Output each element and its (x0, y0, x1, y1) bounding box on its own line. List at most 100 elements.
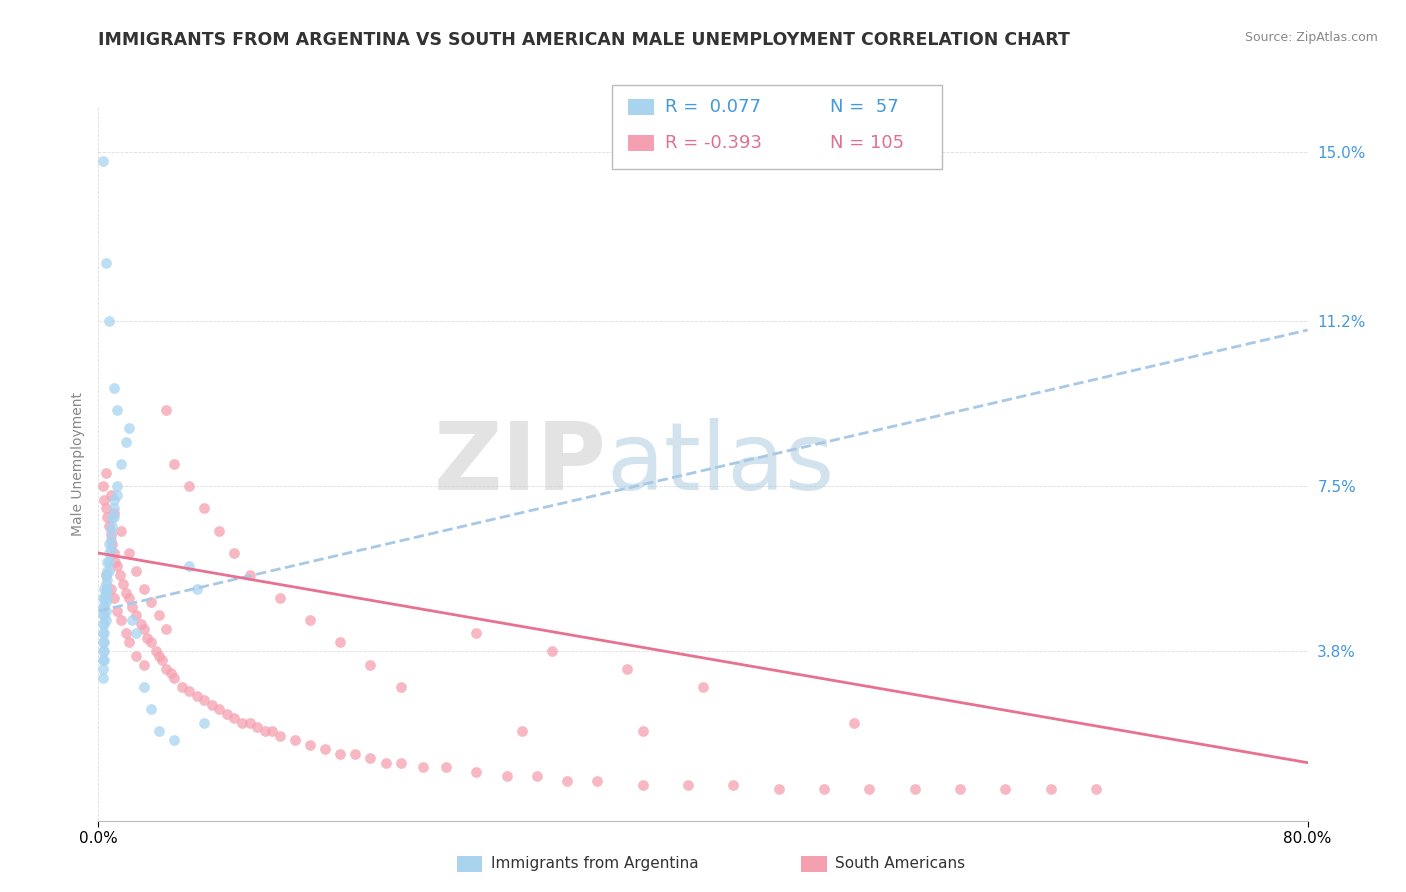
Point (344, 747, 367, 761)
Point (616, 662, 638, 676)
Point (121, 599, 143, 614)
Point (768, 782, 790, 797)
Point (132, 582, 155, 596)
Point (465, 626, 488, 640)
Point (193, 715, 215, 730)
Point (170, 680, 193, 694)
Point (224, 546, 246, 560)
Point (121, 613, 143, 627)
Point (96, 591, 118, 605)
Point (163, 671, 186, 685)
Point (94, 613, 117, 627)
Point (96, 555, 118, 569)
Point (91, 591, 114, 605)
Point (540, 644, 562, 658)
Point (93, 653, 115, 667)
Point (495, 769, 517, 783)
Point (132, 622, 155, 636)
Point (155, 662, 177, 676)
Text: R =  0.077: R = 0.077 (665, 98, 761, 116)
Point (148, 724, 170, 739)
Point (163, 457, 186, 471)
Text: R = -0.393: R = -0.393 (665, 134, 762, 152)
Point (186, 689, 208, 703)
Point (163, 733, 186, 747)
Point (110, 613, 132, 627)
Point (93, 599, 115, 614)
Point (186, 582, 208, 596)
Point (91, 626, 114, 640)
Point (100, 528, 122, 542)
Point (555, 773, 578, 788)
Point (100, 582, 122, 596)
Point (299, 738, 322, 752)
Point (193, 693, 215, 707)
Point (239, 715, 262, 730)
Point (125, 564, 148, 578)
Point (91, 653, 114, 667)
Point (103, 506, 125, 520)
Point (201, 698, 224, 712)
Point (631, 778, 654, 792)
Point (93, 608, 115, 623)
Text: ZIP: ZIP (433, 417, 606, 510)
Point (118, 546, 141, 560)
Point (129, 617, 152, 632)
Point (253, 724, 276, 739)
Point (93, 626, 115, 640)
Point (1039, 782, 1062, 797)
Point (94, 256, 117, 270)
Point (676, 778, 699, 792)
Point (118, 421, 141, 435)
Point (101, 537, 124, 551)
Point (148, 648, 170, 663)
Point (91, 608, 114, 623)
Point (114, 626, 136, 640)
Point (118, 591, 141, 605)
Point (262, 724, 284, 739)
Point (93, 635, 115, 649)
Point (160, 666, 183, 681)
Point (215, 706, 238, 721)
Point (91, 617, 114, 632)
Point (114, 586, 136, 600)
Point (105, 403, 128, 417)
Point (93, 591, 115, 605)
Point (994, 782, 1017, 797)
Point (93, 644, 115, 658)
Text: IMMIGRANTS FROM ARGENTINA VS SOUTH AMERICAN MALE UNEMPLOYMENT CORRELATION CHART: IMMIGRANTS FROM ARGENTINA VS SOUTH AMERI… (98, 31, 1070, 49)
Point (208, 702, 231, 716)
Point (98, 519, 121, 533)
Point (125, 648, 148, 663)
Point (111, 577, 134, 591)
Point (329, 635, 352, 649)
Point (177, 559, 201, 574)
Point (98, 546, 121, 560)
Point (96, 573, 118, 587)
Point (692, 680, 714, 694)
Point (94, 466, 117, 480)
Point (96, 582, 118, 596)
Point (949, 782, 972, 797)
Point (135, 631, 157, 645)
Point (526, 769, 548, 783)
Point (103, 381, 125, 395)
Point (98, 555, 121, 569)
Point (329, 747, 352, 761)
Point (94, 604, 117, 618)
Point (103, 546, 125, 560)
Point (314, 742, 336, 756)
Point (155, 403, 177, 417)
Y-axis label: Male Unemployment: Male Unemployment (70, 392, 84, 536)
Point (141, 595, 163, 609)
Point (94, 501, 117, 516)
Point (105, 604, 128, 618)
Point (103, 510, 125, 524)
Point (125, 626, 148, 640)
Point (193, 501, 215, 516)
Point (132, 680, 155, 694)
Point (100, 541, 122, 556)
Point (101, 510, 124, 524)
Point (108, 568, 131, 582)
Point (114, 434, 136, 449)
